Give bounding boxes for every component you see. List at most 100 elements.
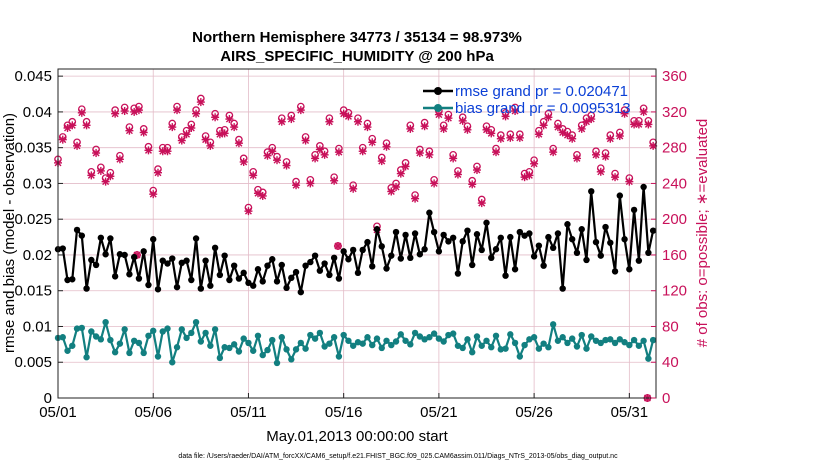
star-stroke (68, 121, 76, 129)
star-stroke (635, 120, 643, 128)
evaluated-obs-marker (320, 150, 329, 159)
rmse-point (464, 227, 471, 234)
bias-point (121, 326, 128, 333)
y2-tick-label: 120 (662, 283, 687, 300)
bias-point (645, 355, 652, 362)
evaluated-obs-marker (463, 125, 472, 134)
rmse-point (569, 236, 576, 243)
evaluated-obs-marker (411, 194, 420, 203)
evaluated-obs-marker (182, 130, 191, 139)
x-tick-label: 05/31 (611, 404, 649, 421)
rmse-point (345, 256, 352, 263)
star-stroke (183, 130, 191, 138)
star-stroke (268, 147, 276, 155)
evaluated-obs-marker (530, 159, 539, 168)
bias-point (221, 344, 228, 351)
rmse-point (469, 261, 476, 269)
star-stroke (168, 123, 176, 131)
bias-point (649, 336, 657, 344)
star-stroke (197, 98, 205, 106)
star-stroke (206, 142, 214, 150)
rmse-point (69, 276, 76, 283)
rmse-point (240, 269, 247, 277)
rmse-point (259, 278, 266, 285)
rmse-point (621, 236, 628, 243)
bias-point (616, 336, 624, 343)
y-tick-label: 0.04 (23, 104, 52, 121)
chart-title: Northern Hemisphere 34773 / 35134 = 98.9… (192, 29, 522, 46)
evaluated-obs-marker (620, 109, 629, 118)
star-stroke (187, 124, 195, 132)
evaluated-obs-marker (173, 106, 182, 115)
star-stroke (616, 132, 624, 140)
evaluated-obs-marker (539, 121, 548, 130)
bias-point (488, 344, 495, 351)
bias-point (521, 341, 528, 349)
rmse-point (354, 269, 362, 277)
bias-point (630, 336, 638, 344)
rmse-point (154, 286, 162, 293)
bias-point (621, 339, 628, 346)
star-stroke (554, 123, 562, 131)
rmse-point (649, 227, 657, 234)
rmse-point (645, 249, 652, 257)
star-stroke (511, 107, 519, 115)
bias-point (183, 334, 190, 342)
star-stroke (311, 154, 319, 162)
evaluated-obs-marker (82, 121, 91, 130)
rmse-point (283, 284, 290, 292)
bias-point (592, 337, 600, 344)
rmse-point (640, 183, 647, 191)
rmse-point (107, 235, 114, 242)
rmse-point (430, 228, 438, 236)
evaluated-obs-marker (401, 162, 410, 171)
rmse-point (426, 209, 433, 216)
rmse-point (230, 262, 238, 269)
bias-point (492, 332, 500, 339)
evaluated-obs-marker (453, 170, 462, 179)
star-stroke (473, 166, 481, 174)
star-stroke (587, 115, 595, 123)
star-stroke (349, 185, 357, 193)
bias-point (635, 342, 643, 349)
rmse-point (211, 244, 219, 252)
bias-point (473, 333, 481, 340)
evaluated-obs-marker (311, 154, 320, 163)
evaluated-obs-marker (515, 133, 524, 142)
rmse-point (207, 282, 214, 289)
bias-point (583, 345, 590, 352)
rmse-point (545, 233, 552, 241)
rmse-point (216, 271, 224, 279)
evaluated-obs-marker (163, 147, 172, 156)
evaluated-obs-marker (496, 134, 505, 143)
star-stroke (121, 107, 129, 115)
rmse-point (483, 219, 490, 226)
evaluated-obs-marker (344, 112, 353, 121)
star-stroke (192, 110, 200, 118)
evaluated-obs-marker (639, 107, 648, 116)
evaluated-obs-marker (625, 177, 634, 186)
star-stroke (640, 108, 648, 116)
bias-point (269, 336, 276, 344)
star-stroke (259, 192, 267, 200)
star-stroke (83, 121, 91, 129)
bias-point (411, 329, 419, 337)
y2-tick-label: 80 (662, 318, 679, 335)
evaluated-obs-marker (101, 177, 110, 186)
bias-point (102, 318, 109, 326)
bias-point (216, 354, 224, 362)
y2-tick-label: 160 (662, 247, 687, 264)
star-stroke (316, 145, 324, 153)
y2-tick-label: 360 (662, 68, 687, 85)
evaluated-obs-marker (406, 124, 415, 133)
star-stroke (506, 134, 514, 142)
bias-point (230, 341, 238, 348)
star-stroke (164, 147, 172, 155)
bias-point (226, 344, 233, 352)
bias-point (369, 341, 376, 349)
evaluated-obs-marker (244, 207, 253, 216)
star-stroke (59, 136, 67, 144)
star-stroke (359, 147, 367, 155)
rmse-point (378, 243, 385, 250)
star-stroke (178, 137, 186, 145)
